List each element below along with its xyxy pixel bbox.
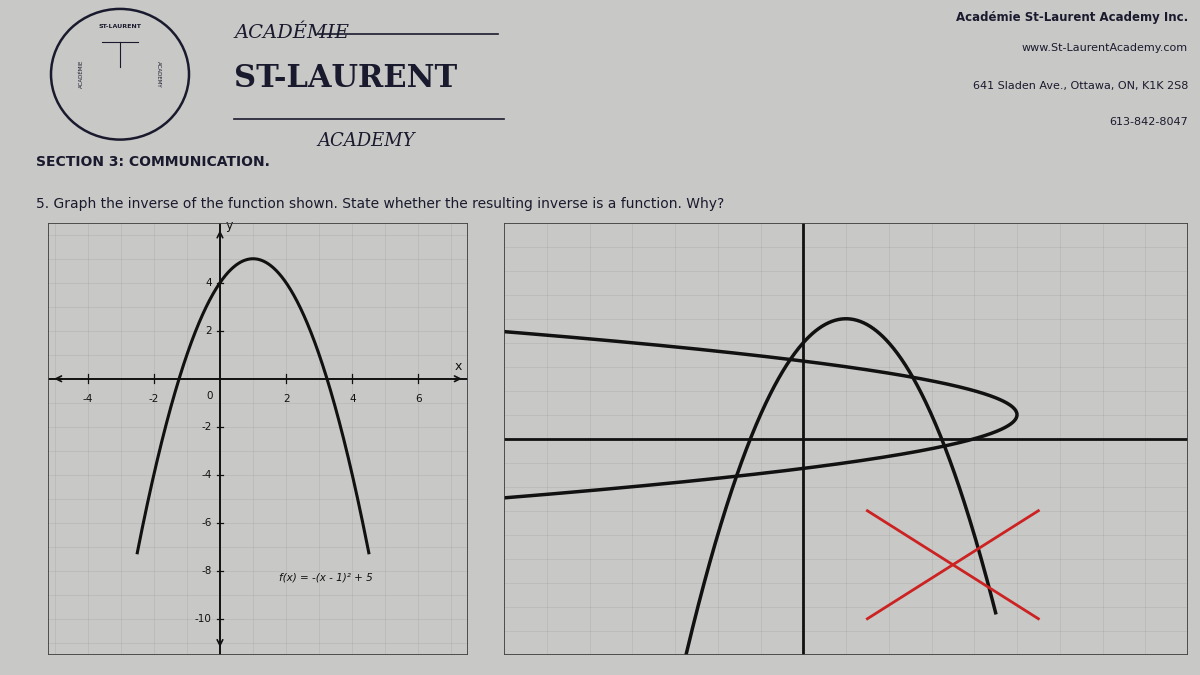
Text: 6: 6	[415, 394, 421, 404]
Text: x: x	[455, 360, 462, 373]
Text: 2: 2	[205, 326, 211, 335]
Text: -6: -6	[202, 518, 211, 528]
Text: ST-LAURENT: ST-LAURENT	[234, 63, 457, 95]
Text: f(x) = -(x - 1)² + 5: f(x) = -(x - 1)² + 5	[280, 572, 373, 583]
Text: Académie St-Laurent Academy Inc.: Académie St-Laurent Academy Inc.	[955, 11, 1188, 24]
Text: -2: -2	[149, 394, 160, 404]
Text: 2: 2	[283, 394, 289, 404]
Text: -2: -2	[202, 422, 211, 432]
Text: -8: -8	[202, 566, 211, 576]
Text: ACADEMY: ACADEMY	[156, 61, 161, 88]
Text: y: y	[226, 219, 233, 232]
Text: 4: 4	[349, 394, 355, 404]
Text: SECTION 3: COMMUNICATION.: SECTION 3: COMMUNICATION.	[36, 155, 269, 169]
Text: ACADEMY: ACADEMY	[317, 132, 415, 150]
Text: ACADÉMIE: ACADÉMIE	[234, 24, 349, 42]
Text: 5. Graph the inverse of the function shown. State whether the resulting inverse : 5. Graph the inverse of the function sho…	[36, 197, 724, 211]
Text: 613-842-8047: 613-842-8047	[1109, 117, 1188, 127]
Text: ST-LAURENT: ST-LAURENT	[98, 24, 142, 29]
Text: -4: -4	[83, 394, 92, 404]
Text: 0: 0	[206, 391, 214, 401]
Text: ACADÉMIE: ACADÉMIE	[79, 60, 84, 88]
Text: www.St-LaurentAcademy.com: www.St-LaurentAcademy.com	[1022, 43, 1188, 53]
Text: -10: -10	[194, 614, 211, 624]
Text: 4: 4	[205, 277, 211, 288]
Text: 641 Sladen Ave., Ottawa, ON, K1K 2S8: 641 Sladen Ave., Ottawa, ON, K1K 2S8	[973, 81, 1188, 91]
Text: -4: -4	[202, 470, 211, 480]
